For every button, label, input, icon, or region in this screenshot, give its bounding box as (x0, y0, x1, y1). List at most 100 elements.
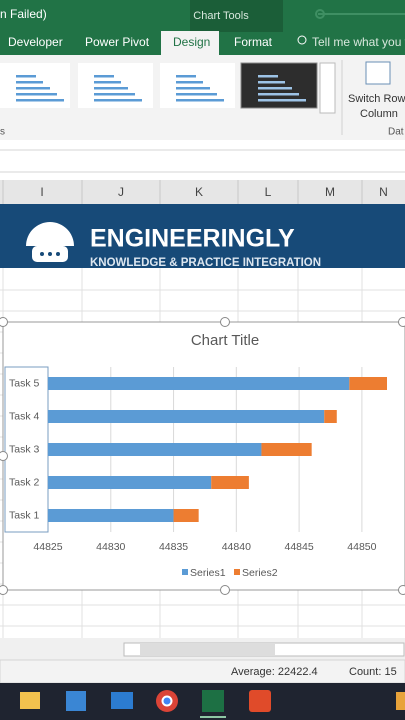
thumb-bar (94, 99, 142, 102)
column-header: L (265, 185, 272, 199)
tagline: KNOWLEDGE & PRACTICE INTEGRATION (90, 257, 321, 269)
scroll-thumb[interactable] (140, 644, 275, 655)
switch-label[interactable]: Switch Row/ (348, 93, 405, 105)
column-header: I (40, 185, 43, 199)
bar (48, 443, 262, 456)
app-icon[interactable] (396, 692, 405, 710)
x-tick-label: 44845 (285, 541, 314, 553)
column-headers: I J K L M N (2, 180, 388, 204)
tell-me[interactable]: Tell me what you w (312, 35, 405, 49)
group-label: Dat (388, 127, 404, 138)
thumb-bar (258, 81, 285, 84)
status-count: Count: 15 (349, 666, 397, 678)
tab[interactable]: Design (173, 35, 210, 49)
thumb-bar (94, 81, 121, 84)
thumb-bar (258, 75, 278, 78)
resize-handle (0, 585, 8, 595)
resize-handle (220, 317, 230, 327)
x-tick-label: 44830 (96, 541, 125, 553)
app-icon-core (161, 695, 173, 707)
bar (211, 476, 249, 489)
thumb-bar (176, 75, 196, 78)
x-tick-label: 44850 (347, 541, 376, 553)
lightbulb-icon (297, 35, 307, 45)
thumb-bar (176, 87, 210, 90)
thumb-bar (16, 93, 57, 96)
resize-handle (398, 317, 405, 327)
tab[interactable]: Format (234, 35, 273, 49)
window-title: n Failed) (0, 7, 47, 21)
context-group: Chart Tools (193, 10, 249, 22)
resize-handle (220, 585, 230, 595)
legend-swatch (182, 569, 188, 575)
chart-title: Chart Title (191, 332, 259, 349)
bar (349, 377, 387, 390)
bar (48, 509, 174, 522)
logo-helmet (26, 222, 74, 246)
column-header: K (195, 185, 203, 199)
status-average: Average: 22422.4 (231, 666, 318, 678)
x-tick-label: 44840 (222, 541, 251, 553)
group-label: s (0, 127, 5, 138)
x-tick-label: 44835 (159, 541, 188, 553)
thumb-bar (16, 75, 36, 78)
thumb-bar (258, 93, 299, 96)
thumb-bar (16, 99, 64, 102)
bar (261, 443, 312, 456)
tab[interactable]: Power Pivot (85, 35, 150, 49)
thumb-bar (258, 99, 306, 102)
formula-area (0, 140, 405, 180)
thumb-bars (16, 75, 306, 102)
logo-dot (40, 252, 44, 256)
column-header: M (325, 185, 335, 199)
resize-handle (398, 585, 405, 595)
bar (324, 410, 337, 423)
bar (48, 410, 325, 423)
x-tick-label: 44825 (33, 541, 62, 553)
thumb-bar (16, 87, 50, 90)
bar (173, 509, 199, 522)
legend-swatch (234, 569, 240, 575)
status-bar (0, 659, 405, 684)
brand: ENGINEERINGLY (90, 225, 295, 253)
zoom-knob (315, 9, 325, 19)
app-icon[interactable] (249, 690, 271, 712)
gallery-scroll[interactable] (319, 62, 336, 114)
logo-dot (56, 252, 60, 256)
thumb-bar (176, 99, 224, 102)
y-tick-label: Task 1 (9, 509, 40, 521)
switch-icon[interactable] (365, 61, 391, 85)
column-header: J (118, 185, 124, 199)
logo-dot (48, 252, 52, 256)
thumb-bar (94, 87, 128, 90)
column-header-row (0, 180, 405, 204)
resize-handle (0, 451, 8, 461)
app-icon[interactable] (20, 692, 40, 709)
y-tick-label: Task 4 (9, 410, 40, 422)
resize-handle (0, 317, 8, 327)
thumb-bar (94, 93, 135, 96)
thumb-bar (258, 87, 292, 90)
app-icon[interactable] (66, 691, 86, 711)
y-tick-label: Task 5 (9, 377, 40, 389)
tab[interactable]: Developer (8, 35, 63, 49)
legend-label: Series1 (190, 567, 226, 579)
chart: Chart Title 44825 44830 44835 44840 44845 4485… (0, 317, 405, 595)
app-icon[interactable] (202, 690, 224, 712)
thumb-bar (94, 75, 114, 78)
chart-tools-band (190, 0, 283, 32)
legend-label: Series2 (242, 567, 278, 579)
thumb-bar (176, 81, 203, 84)
active-tab-bg (161, 31, 219, 55)
bar (48, 476, 212, 489)
thumb-bar (16, 81, 43, 84)
bar (48, 377, 350, 390)
y-tick-label: Task 2 (9, 476, 40, 488)
y-tick-label: Task 3 (9, 443, 40, 455)
switch-label[interactable]: Column (360, 108, 398, 120)
app-icon[interactable] (111, 692, 133, 709)
column-header: N (379, 185, 388, 199)
thumb-bar (176, 93, 217, 96)
